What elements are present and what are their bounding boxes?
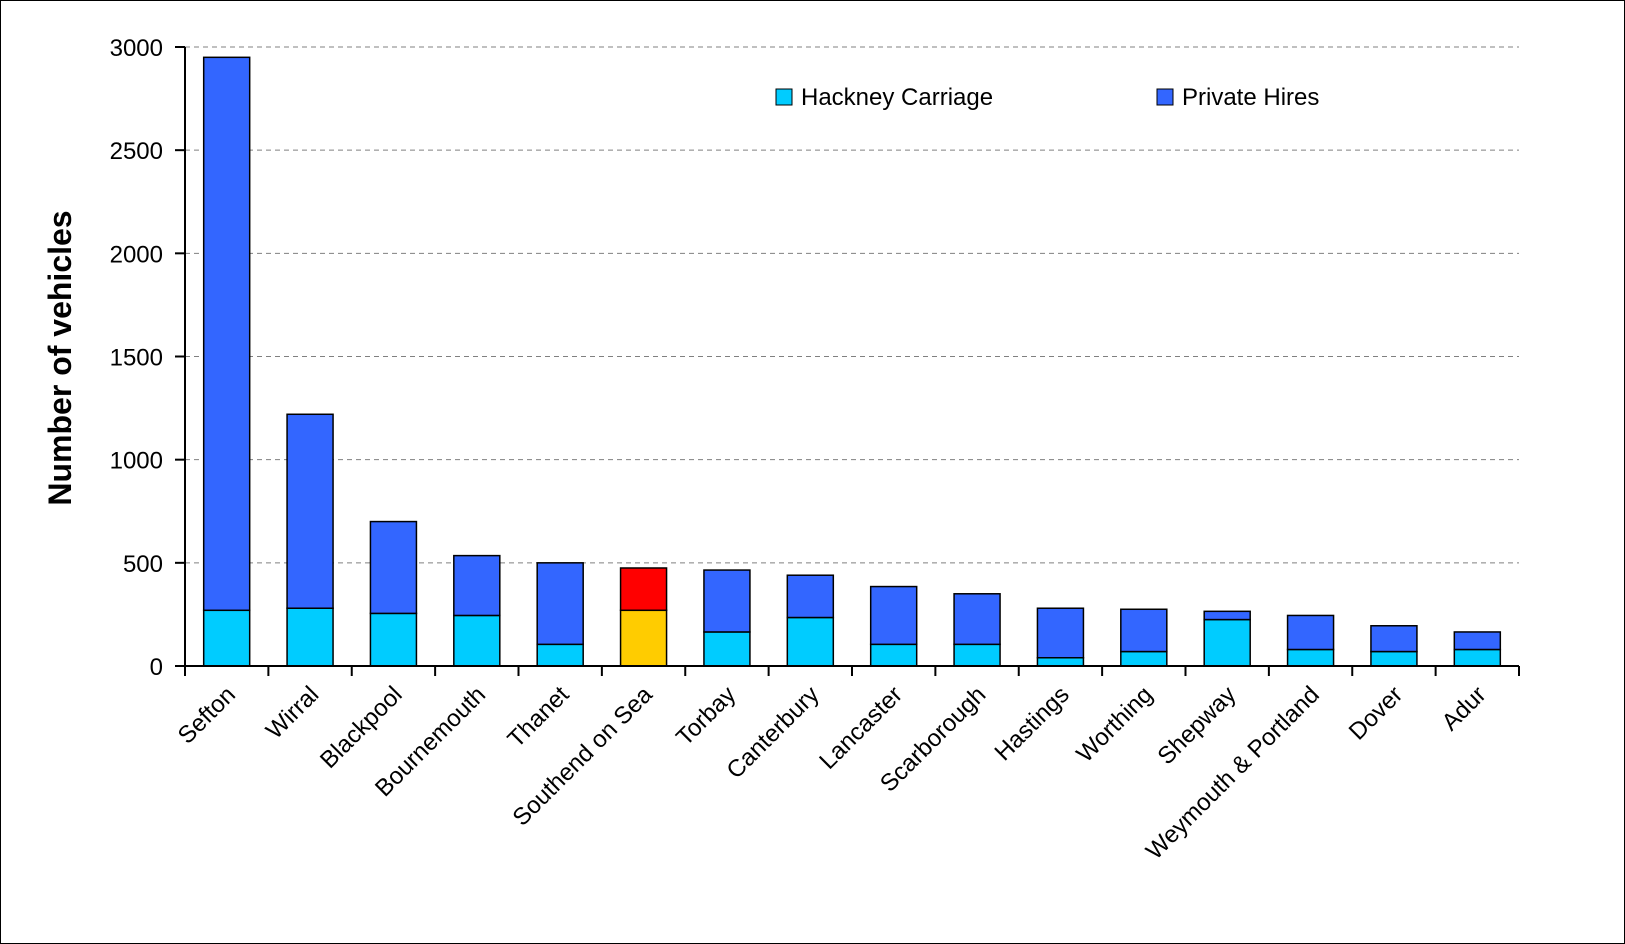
x-tick-label-shepway: Shepway bbox=[1153, 681, 1242, 770]
bar-torbay-hackney-carriage bbox=[703, 631, 751, 667]
bar-southend-on-sea-private-hires bbox=[619, 567, 668, 612]
bar-thanet-private-hires bbox=[536, 562, 584, 646]
legend-label-hackney-carriage: Hackney Carriage bbox=[801, 84, 993, 111]
x-tick-label-hastings: Hastings bbox=[990, 681, 1075, 766]
legend-label-private-hires: Private Hires bbox=[1182, 84, 1319, 111]
y-tick-labels: 0 500 1000 1500 2000 2500 3000 bbox=[110, 35, 163, 681]
bar-southend-on-sea-hackney-carriage bbox=[619, 609, 668, 667]
y-axis-title: Number of vehicles bbox=[42, 210, 78, 505]
y-tick-label-2000: 2000 bbox=[110, 241, 163, 268]
bar-shepway-private-hires bbox=[1203, 610, 1251, 621]
x-tick-label-torbay: Torbay bbox=[671, 681, 741, 751]
bar-scarborough-private-hires bbox=[953, 593, 1001, 646]
x-tick-label-dover: Dover bbox=[1344, 681, 1408, 745]
bar-hastings-private-hires bbox=[1036, 607, 1085, 659]
bar-lancaster-hackney-carriage bbox=[869, 643, 918, 667]
bar-adur-hackney-carriage bbox=[1453, 648, 1502, 667]
bar-bournemouth-private-hires bbox=[453, 554, 501, 617]
bar-wirral-private-hires bbox=[286, 413, 334, 609]
bar-bournemouth-hackney-carriage bbox=[453, 614, 501, 667]
bar-dover-hackney-carriage bbox=[1370, 650, 1418, 667]
bar-blackpool-hackney-carriage bbox=[369, 612, 418, 667]
y-tick-label-0: 0 bbox=[150, 654, 163, 681]
bar-sefton-private-hires bbox=[202, 56, 251, 612]
bar-lancaster-private-hires bbox=[869, 585, 918, 646]
bar-weymouth-portland-private-hires bbox=[1286, 614, 1335, 651]
legend-swatch-private-hires bbox=[1156, 88, 1174, 106]
bar-dover-private-hires bbox=[1370, 625, 1418, 653]
bar-torbay-private-hires bbox=[703, 569, 751, 633]
x-tick-label-wirral: Wirral bbox=[261, 681, 324, 744]
bars bbox=[202, 56, 1502, 667]
bar-hastings-hackney-carriage bbox=[1036, 656, 1085, 667]
x-tick-label-worthing: Worthing bbox=[1071, 681, 1158, 768]
bar-thanet-hackney-carriage bbox=[536, 643, 584, 667]
bar-canterbury-hackney-carriage bbox=[786, 616, 835, 667]
legend: Hackney Carriage Private Hires bbox=[775, 84, 1319, 111]
bar-blackpool-private-hires bbox=[369, 520, 418, 615]
bar-worthing-private-hires bbox=[1120, 608, 1168, 653]
gridlines bbox=[185, 46, 1519, 564]
y-tick-label-1000: 1000 bbox=[110, 448, 163, 475]
y-tick-label-500: 500 bbox=[123, 551, 163, 578]
bar-weymouth-portland-hackney-carriage bbox=[1286, 648, 1335, 667]
x-tick-label-thanet: Thanet bbox=[503, 681, 575, 753]
x-tick-label-sefton: Sefton bbox=[173, 681, 241, 749]
legend-swatch-hackney-carriage bbox=[775, 88, 793, 106]
bar-scarborough-hackney-carriage bbox=[953, 643, 1001, 667]
bar-sefton-hackney-carriage bbox=[202, 609, 251, 667]
bar-wirral-hackney-carriage bbox=[286, 607, 334, 667]
axes bbox=[175, 46, 1520, 676]
y-tick-label-3000: 3000 bbox=[110, 35, 163, 62]
bar-shepway-hackney-carriage bbox=[1203, 618, 1251, 667]
bar-adur-private-hires bbox=[1453, 631, 1502, 651]
y-tick-label-2500: 2500 bbox=[110, 138, 163, 165]
y-tick-label-1500: 1500 bbox=[110, 345, 163, 372]
bar-canterbury-private-hires bbox=[786, 574, 835, 619]
bar-worthing-hackney-carriage bbox=[1120, 650, 1168, 667]
x-tick-label-adur: Adur bbox=[1437, 681, 1492, 736]
x-tick-label-southend-on-sea: Southend on Sea bbox=[508, 681, 659, 832]
